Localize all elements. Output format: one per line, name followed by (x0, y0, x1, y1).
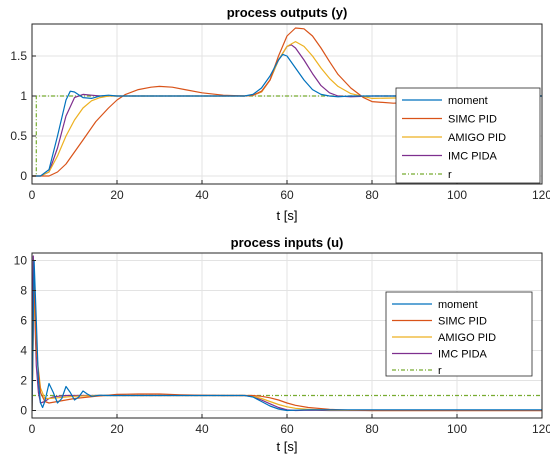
y-tick-label: 4 (20, 344, 27, 358)
y-tick-label: 0 (20, 169, 27, 183)
x-tick-label: 40 (195, 422, 209, 436)
x-axis-label: t [s] (277, 439, 298, 454)
legend-label: r (438, 365, 442, 377)
x-tick-label: 60 (280, 188, 294, 202)
y-tick-label: 1 (20, 89, 27, 103)
x-tick-label: 120 (532, 422, 550, 436)
legend-label: r (448, 169, 452, 181)
y-tick-label: 0.5 (10, 129, 27, 143)
x-tick-label: 0 (29, 422, 36, 436)
y-tick-label: 6 (20, 314, 27, 328)
x-tick-label: 0 (29, 188, 36, 202)
legend-label: moment (438, 299, 478, 311)
x-tick-label: 80 (365, 422, 379, 436)
chart-title: process inputs (u) (231, 235, 344, 250)
y-tick-label: 1.5 (10, 49, 27, 63)
series-line-moment (32, 53, 542, 177)
x-axis-label: t [s] (277, 208, 298, 223)
process-outputs-chart: process outputs (y) 0 20 40 60 80 100 120 0 0.5 1… (10, 5, 550, 223)
legend-label: IMC PIDA (448, 151, 498, 163)
y-tick-label: 0 (20, 404, 27, 418)
x-tick-label: 100 (447, 422, 467, 436)
legend-label: SIMC PID (438, 316, 487, 328)
x-tick-label: 20 (110, 188, 124, 202)
legend: moment SIMC PID AMIGO PID IMC PIDA r (385, 291, 533, 377)
legend: moment SIMC PID AMIGO PID IMC PIDA r (395, 87, 541, 184)
x-tick-label: 60 (280, 422, 294, 436)
legend-label: AMIGO PID (448, 132, 506, 144)
legend-label: moment (448, 95, 488, 107)
y-tick-label: 2 (20, 374, 27, 388)
chart-title: process outputs (y) (227, 5, 348, 20)
legend-label: AMIGO PID (438, 332, 496, 344)
series-line-moment (32, 259, 542, 412)
x-tick-label: 80 (365, 188, 379, 202)
process-inputs-chart: process inputs (u) 0 20 40 60 80 100 120 0 2 4 6 8 1… (14, 235, 550, 454)
series-line-simc-pid (32, 27, 542, 177)
legend-label: SIMC PID (448, 114, 497, 126)
y-tick-label: 8 (20, 284, 27, 298)
x-tick-label: 40 (195, 188, 209, 202)
x-tick-label: 20 (110, 422, 124, 436)
legend-label: IMC PIDA (438, 349, 488, 361)
x-tick-label: 100 (447, 188, 467, 202)
x-tick-label: 120 (532, 188, 550, 202)
y-tick-label: 10 (14, 254, 28, 268)
